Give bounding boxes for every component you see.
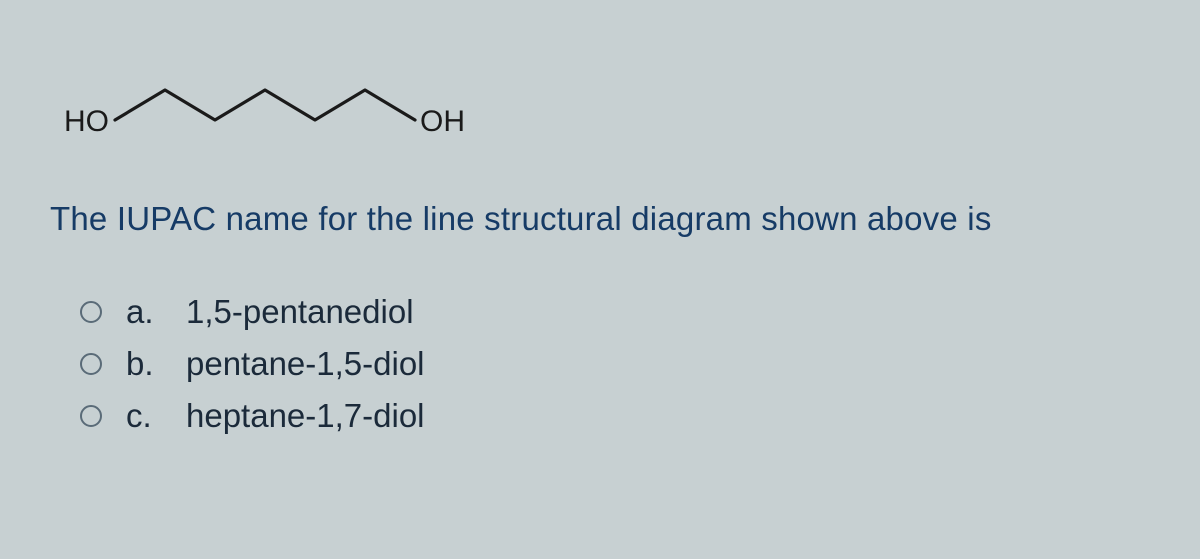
- question-text: The IUPAC name for the line structural d…: [50, 200, 1150, 238]
- radio-icon[interactable]: [80, 405, 102, 427]
- option-text: 1,5-pentanediol: [186, 293, 414, 331]
- molecule-label-left: HO: [64, 105, 109, 139]
- radio-icon[interactable]: [80, 353, 102, 375]
- option-letter: c.: [126, 397, 186, 435]
- options-list: a. 1,5-pentanediol b. pentane-1,5-diol c…: [80, 293, 1150, 435]
- radio-icon[interactable]: [80, 301, 102, 323]
- molecule-svg: [60, 30, 560, 145]
- option-text: heptane-1,7-diol: [186, 397, 425, 435]
- molecule-diagram: HO OH: [60, 30, 560, 145]
- option-text: pentane-1,5-diol: [186, 345, 425, 383]
- option-b[interactable]: b. pentane-1,5-diol: [80, 345, 1150, 383]
- option-c[interactable]: c. heptane-1,7-diol: [80, 397, 1150, 435]
- option-letter: b.: [126, 345, 186, 383]
- molecule-label-right: OH: [420, 105, 465, 139]
- option-letter: a.: [126, 293, 186, 331]
- option-a[interactable]: a. 1,5-pentanediol: [80, 293, 1150, 331]
